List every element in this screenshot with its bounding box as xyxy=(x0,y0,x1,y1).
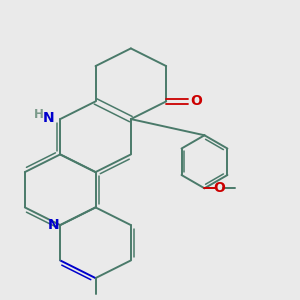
Text: N: N xyxy=(43,111,55,124)
Text: N: N xyxy=(48,218,59,232)
Text: O: O xyxy=(213,181,225,195)
Text: H: H xyxy=(34,108,44,121)
Text: O: O xyxy=(190,94,202,108)
